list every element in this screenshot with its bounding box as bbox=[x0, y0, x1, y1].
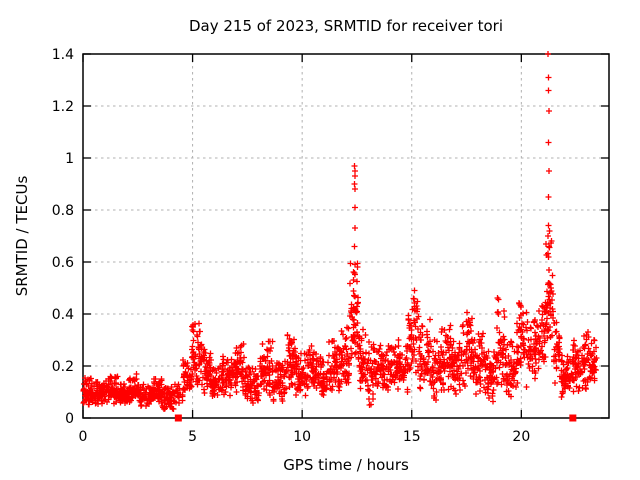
x-tick-label: 10 bbox=[293, 429, 311, 445]
zero-marker-square bbox=[569, 414, 577, 422]
scatter-plus-markers bbox=[80, 51, 600, 412]
tick-labels: 0 5 10 15 20 0 0.2 0.4 0.6 0.8 1 1.2 1.4 bbox=[52, 47, 531, 445]
y-tick-label: 1.2 bbox=[52, 99, 74, 115]
y-tick-label: 0.6 bbox=[52, 255, 74, 271]
axis-ticks bbox=[82, 53, 609, 419]
y-axis-label: SRMTID / TECUs bbox=[13, 176, 31, 297]
zero-marker-square bbox=[174, 414, 182, 422]
y-tick-label: 0.4 bbox=[52, 307, 74, 323]
y-tick-label: 0.2 bbox=[52, 359, 74, 375]
data-points bbox=[80, 51, 600, 422]
chart-title: Day 215 of 2023, SRMTID for receiver tor… bbox=[189, 17, 503, 35]
y-tick-label: 0.8 bbox=[52, 203, 74, 219]
y-tick-label: 1.4 bbox=[52, 47, 74, 63]
x-tick-label: 20 bbox=[512, 429, 530, 445]
x-tick-label: 5 bbox=[188, 429, 197, 445]
x-tick-label: 0 bbox=[79, 429, 88, 445]
x-tick-label: 15 bbox=[403, 429, 421, 445]
x-axis-label: GPS time / hours bbox=[283, 456, 409, 474]
y-tick-label: 1 bbox=[65, 151, 74, 167]
plot-border bbox=[82, 53, 610, 419]
y-tick-label: 0 bbox=[65, 411, 74, 427]
